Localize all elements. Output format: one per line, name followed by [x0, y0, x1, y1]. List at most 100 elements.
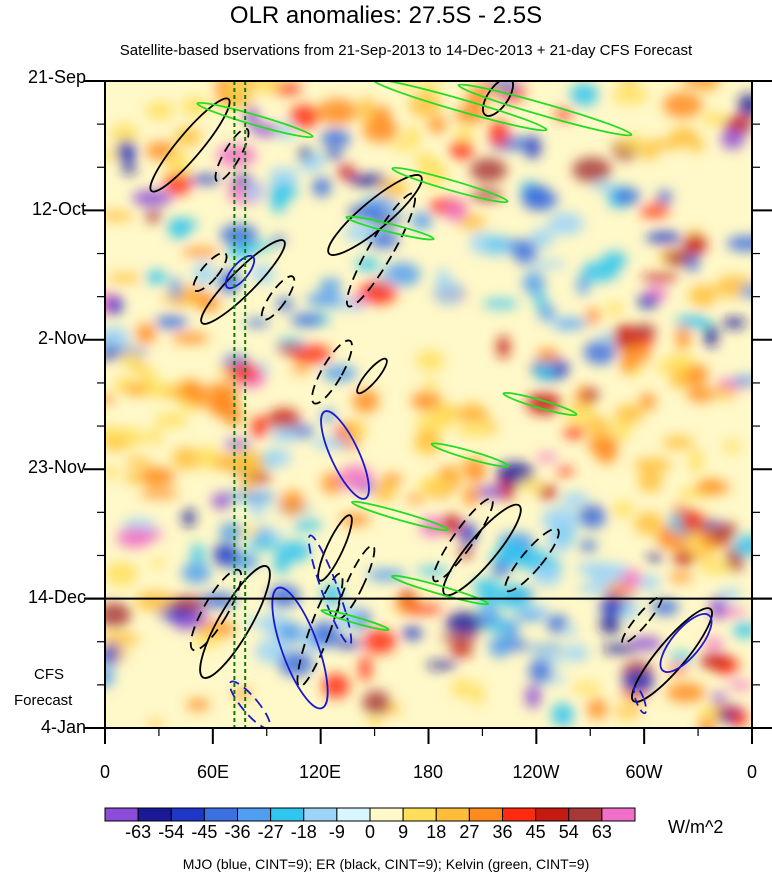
colorbar-label: 9 — [398, 822, 409, 842]
olr-anomaly-patch — [606, 302, 624, 316]
olr-anomaly-patch — [105, 394, 115, 404]
olr-anomaly-patch — [245, 538, 282, 550]
olr-anomaly-patch — [145, 269, 167, 285]
olr-anomaly-patch — [250, 496, 265, 519]
olr-anomaly-patch — [105, 561, 138, 587]
olr-anomaly-patch — [244, 106, 260, 127]
olr-anomaly-patch — [163, 286, 200, 307]
x-tick-label: 0 — [99, 762, 111, 782]
olr-anomaly-patch — [546, 531, 573, 553]
olr-anomaly-patch — [372, 482, 397, 502]
olr-anomaly-patch — [587, 698, 608, 720]
colorbar-swatch — [270, 807, 305, 822]
olr-anomaly-patch — [536, 348, 559, 363]
olr-anomaly-patch — [306, 292, 343, 307]
olr-anomaly-patch — [727, 681, 752, 690]
olr-anomaly-patch — [223, 439, 251, 450]
colorbar-label: -36 — [224, 822, 251, 842]
olr-anomaly-patch — [418, 81, 441, 94]
olr-anomaly-patch — [496, 462, 535, 485]
kelvin-contour — [391, 166, 509, 204]
kelvin-contour — [502, 391, 578, 417]
olr-anomaly-patch — [118, 351, 143, 368]
olr-anomaly-patch — [212, 543, 239, 567]
olr-anomaly-patch — [564, 403, 597, 425]
olr-anomaly-patch — [732, 534, 752, 557]
er-contour — [621, 595, 663, 645]
olr-anomaly-patch — [679, 510, 705, 533]
er-contour — [296, 572, 344, 688]
olr-anomaly-patch — [248, 471, 272, 484]
olr-anomaly-patch — [702, 112, 725, 127]
olr-anomaly-patch — [709, 533, 730, 544]
olr-anomaly-patch — [576, 561, 612, 576]
olr-anomaly-patch — [105, 425, 121, 443]
olr-anomaly-patch — [114, 650, 128, 660]
olr-anomaly-patch — [622, 670, 655, 694]
olr-anomaly-patch — [139, 467, 175, 487]
olr-anomaly-patch — [356, 483, 377, 492]
olr-anomaly-patch — [614, 404, 645, 424]
colorbar-label: -54 — [158, 822, 185, 842]
olr-anomaly-patch — [105, 666, 114, 688]
olr-anomaly-patch — [583, 388, 599, 403]
olr-anomaly-patch — [363, 629, 397, 654]
colorbar-swatch — [535, 807, 570, 822]
colorbar-swatch — [502, 807, 537, 822]
olr-anomaly-patch — [457, 214, 486, 231]
kelvin-contour — [320, 609, 390, 631]
olr-anomaly-patch — [105, 211, 134, 221]
olr-anomaly-patch — [312, 437, 350, 450]
olr-anomaly-patch — [639, 146, 659, 160]
kelvin-contour — [345, 215, 435, 241]
olr-anomaly-patch — [637, 294, 660, 309]
olr-anomaly-patch — [273, 552, 290, 574]
olr-anomaly-patch — [193, 261, 214, 287]
olr-anomaly-patch — [132, 189, 172, 207]
colorbar-swatch — [468, 807, 503, 822]
olr-anomaly-patch — [634, 512, 665, 536]
olr-anomaly-patch — [372, 105, 392, 127]
olr-anomaly-patch — [667, 572, 694, 582]
olr-anomaly-patch — [169, 595, 208, 612]
olr-anomaly-patch — [689, 448, 704, 474]
olr-anomaly-patch — [482, 299, 519, 309]
mjo-contour — [633, 685, 647, 715]
olr-anomaly-patch — [380, 179, 408, 198]
olr-anomaly-patch — [179, 383, 208, 401]
olr-anomaly-patch — [703, 637, 724, 650]
olr-anomaly-patch — [358, 281, 398, 305]
olr-anomaly-patch — [459, 522, 477, 546]
colorbar-label: -27 — [257, 822, 284, 842]
olr-anomaly-patch — [402, 626, 423, 640]
olr-anomaly-patch — [688, 284, 718, 307]
olr-anomaly-patch — [455, 126, 475, 141]
olr-anomaly-patch — [224, 405, 243, 427]
olr-anomaly-patch — [698, 559, 732, 575]
olr-anomaly-patch — [440, 633, 479, 643]
olr-anomaly-patch — [638, 470, 663, 493]
er-contour — [631, 607, 713, 703]
olr-anomaly-patch — [105, 466, 120, 479]
olr-anomaly-patch — [722, 317, 746, 329]
x-tick-label: 120W — [512, 762, 560, 782]
colorbar-swatch — [104, 807, 139, 822]
olr-anomaly-patch — [523, 135, 542, 159]
colorbar-swatch — [137, 807, 172, 822]
er-contour — [345, 192, 417, 308]
olr-anomaly-patch — [224, 81, 249, 97]
er-contour — [189, 568, 243, 652]
olr-anomaly-patch — [503, 619, 520, 642]
olr-anomaly-patch — [320, 129, 351, 149]
olr-anomaly-patch — [519, 478, 544, 492]
olr-anomaly-patch — [244, 617, 265, 627]
olr-anomaly-patch — [357, 97, 376, 123]
olr-anomaly-patch — [400, 589, 414, 602]
olr-anomaly-patch — [260, 449, 292, 467]
olr-anomaly-patch — [168, 221, 190, 240]
olr-anomaly-patch — [726, 235, 752, 252]
olr-anomaly-patch — [277, 343, 303, 354]
olr-anomaly-patch — [420, 516, 444, 538]
olr-anomaly-patch — [730, 375, 752, 386]
